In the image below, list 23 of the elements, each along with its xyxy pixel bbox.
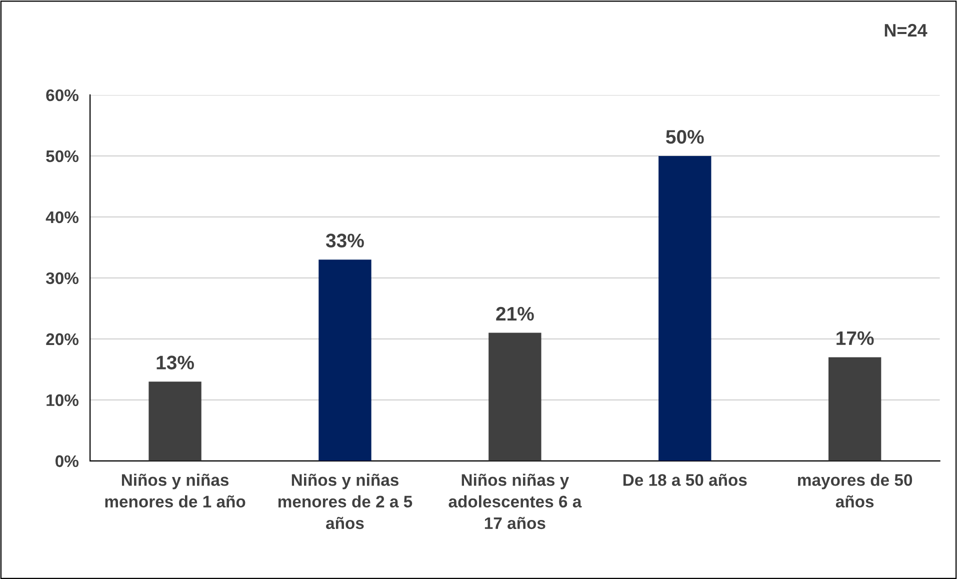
y-tick-label: 30% [46,272,79,284]
data-label: 17% [836,331,874,345]
bar [828,357,882,461]
x-tick-label: Niños y niñas menores de 1 año [105,474,246,508]
y-tick-label: 50% [46,150,79,162]
data-label: 21% [496,306,534,321]
y-tick-label: 0% [56,455,78,468]
text: N=24 [884,24,928,37]
y-tick-label: 40% [46,211,79,224]
data-label: 50% [666,130,704,144]
y-tick-label: 10% [46,394,79,406]
data-label: 33% [326,234,364,248]
y-tick-label: 60% [46,89,79,102]
data-label: 13% [156,356,194,370]
x-tick-label: mayores de 50 años [798,474,912,508]
y-tick-label: 20% [46,333,79,346]
x-tick-label: Niños y niñas menores de 2 a 5 años [278,474,412,530]
x-tick-label: De 18 a 50 años [623,474,747,486]
bar [488,332,542,461]
bar [658,156,712,461]
bar [148,382,202,461]
bar [318,260,372,461]
x-tick-label: Niños niñas y adolescentes 6 a 17 años [448,474,582,530]
